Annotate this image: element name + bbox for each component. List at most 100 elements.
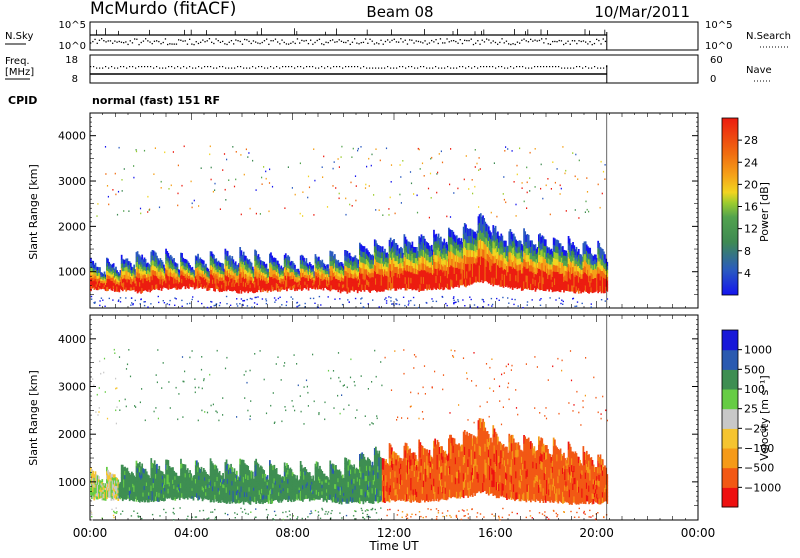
near-range-echo [286, 301, 287, 302]
near-range-echo [462, 299, 463, 300]
noise-search-dot [389, 41, 390, 42]
noise-search-dot [605, 41, 606, 42]
noise-search-dot [231, 40, 232, 41]
nave-dot [336, 66, 337, 67]
echo-cell [303, 258, 305, 262]
scatter-echo [429, 217, 430, 219]
nave-dot [162, 68, 163, 69]
nave-dot [462, 66, 463, 67]
scatter-echo [503, 193, 504, 195]
nave-dot [600, 68, 601, 69]
noise-search-dot [275, 39, 276, 40]
scatter-echo [161, 187, 162, 189]
nave-dot [222, 66, 223, 67]
echo-cell [173, 258, 175, 262]
scatter-echo [198, 205, 199, 207]
near-range-echo [392, 303, 393, 304]
noise-search-dot [482, 40, 483, 41]
noise-search-dot [508, 43, 509, 44]
noise-search-dot [284, 42, 285, 43]
near-range-echo [250, 298, 251, 299]
nave-dot [111, 66, 112, 67]
nave-dot [96, 68, 97, 69]
nave-dot [573, 68, 574, 69]
near-range-echo [453, 303, 454, 304]
noise-search-dot [572, 40, 573, 41]
echo-cell [197, 254, 199, 259]
noise-search-dot [257, 42, 258, 43]
echo-cell [203, 261, 205, 265]
near-range-echo [135, 300, 136, 301]
scatter-echo [147, 211, 148, 213]
scatter-echo [418, 148, 419, 150]
nave-dot [594, 66, 595, 67]
scatter-echo [284, 207, 285, 209]
scatter-echo [529, 190, 530, 192]
nave-dot [321, 66, 322, 67]
noise-search-dot [530, 39, 531, 40]
scatter-echo [411, 183, 412, 185]
nave-dot [207, 66, 208, 67]
power-ylabel: Slant Range [km] [27, 164, 40, 260]
noise-search-dot [490, 42, 491, 43]
scatter-echo [214, 189, 215, 191]
noise-search-dot [242, 44, 243, 45]
scatter-echo [118, 191, 119, 193]
noise-search-dot [367, 43, 368, 44]
noise-search-dot [279, 43, 280, 44]
noise-search-dot [149, 41, 150, 42]
echo-cell [141, 255, 143, 260]
nave-dot [519, 66, 520, 67]
scatter-echo [350, 182, 351, 184]
noise-search-dot [189, 39, 190, 40]
scatter-echo [600, 207, 601, 209]
near-range-echo [453, 296, 454, 297]
noise-search-dot [121, 42, 122, 43]
near-range-echo [492, 304, 493, 305]
noise-search-dot [446, 38, 447, 39]
nave-dot [93, 66, 94, 67]
near-range-echo [120, 301, 121, 302]
echo-cell [278, 264, 280, 268]
nave-dot [183, 66, 184, 67]
near-range-echo [395, 299, 396, 300]
scatter-echo [341, 156, 342, 158]
echo-cell [133, 265, 135, 269]
echo-cell [113, 263, 115, 267]
scatter-echo [547, 178, 548, 180]
scatter-echo [587, 209, 588, 211]
cpid-label: CPID [8, 94, 37, 107]
noise-search-label: N.Search [746, 31, 791, 42]
nave-dot [522, 66, 523, 67]
near-range-echo [120, 297, 121, 298]
scatter-echo [478, 169, 479, 171]
nave-dot [495, 68, 496, 69]
scatter-echo [436, 192, 437, 194]
nave-dot [393, 68, 394, 69]
nave-dot [174, 68, 175, 69]
echo-cell [92, 261, 94, 265]
nave-dot [234, 68, 235, 69]
noise-search-dot [578, 40, 579, 41]
noise-search-dot [97, 43, 98, 44]
scatter-echo [420, 168, 421, 170]
nave-dot [267, 68, 268, 69]
nave-dot [132, 66, 133, 67]
scatter-echo [368, 158, 369, 160]
scatter-echo [507, 148, 508, 150]
noise-search-dot [143, 40, 144, 41]
scatter-echo [214, 183, 215, 185]
nave-dot [255, 68, 256, 69]
scatter-echo [475, 149, 476, 151]
noise-search-dot [277, 41, 278, 42]
scatter-echo [168, 188, 169, 190]
noise-search-dot [361, 42, 362, 43]
nave-dot [549, 66, 550, 67]
nave-dot [246, 68, 247, 69]
nave-dot [363, 66, 364, 67]
scatter-echo [201, 167, 202, 169]
scatter-echo [117, 214, 118, 216]
nave-dot [285, 66, 286, 67]
near-range-echo [386, 300, 387, 301]
echo-cell [95, 263, 97, 267]
